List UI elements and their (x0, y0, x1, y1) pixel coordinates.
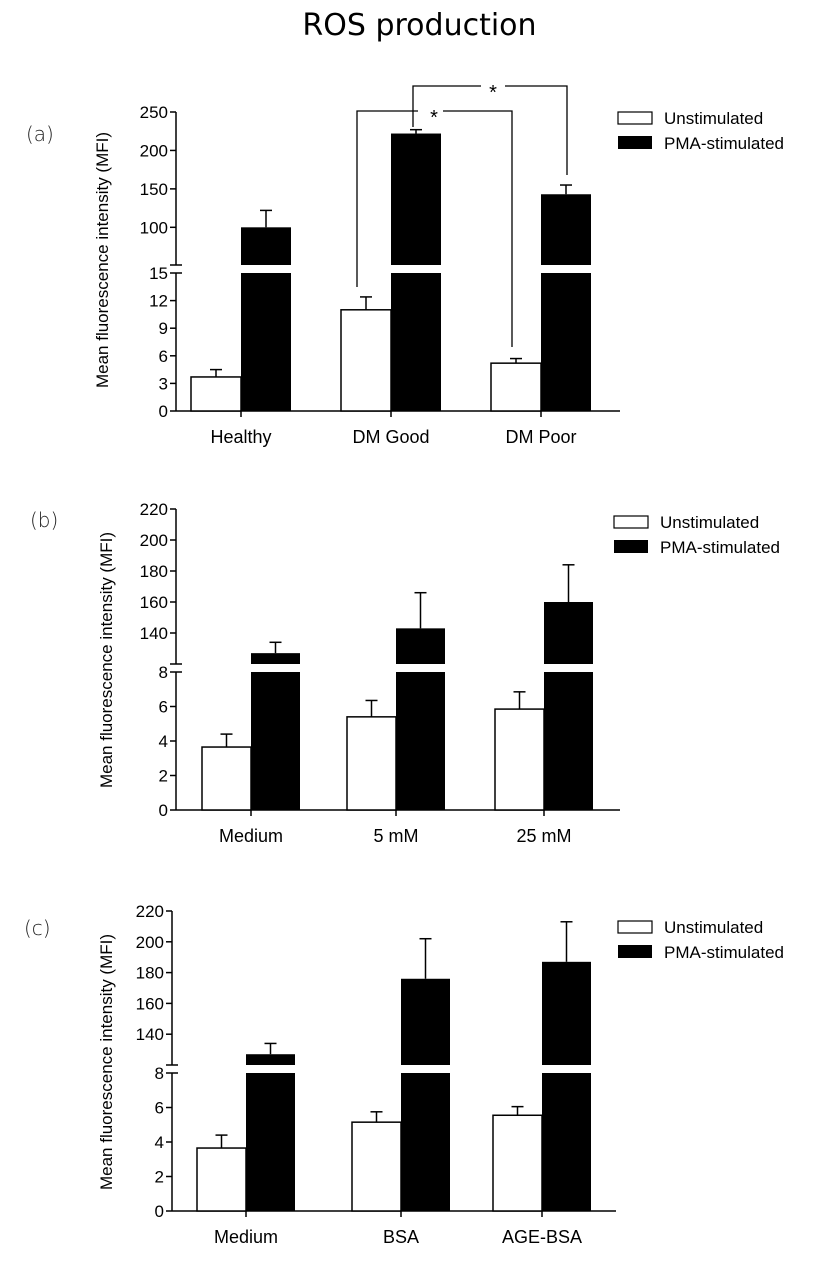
bar-pma-upper (401, 978, 450, 1065)
legend-label-pma: PMA-stimulated (664, 943, 784, 962)
legend-swatch-unstimulated (617, 111, 653, 125)
panel-a: 0 3 6 9 12 15 100 150 200 250 Mean fluorescence in… (93, 82, 784, 447)
x-tick-label: 25 mM (516, 826, 571, 846)
y-tick-label: 200 (136, 933, 164, 952)
y-tick-label: 0 (159, 801, 168, 820)
y-tick-label: 160 (140, 593, 168, 612)
bar-pma-upper (396, 628, 445, 664)
bar-pma-upper (541, 194, 591, 265)
y-tick-label: 140 (136, 1025, 164, 1044)
legend-swatch-pma (618, 945, 652, 958)
y-tick-label: 2 (155, 1168, 164, 1187)
y-tick-label: 2 (159, 767, 168, 786)
bar-unstimulated (201, 746, 252, 811)
y-tick-label: 150 (140, 180, 168, 199)
bar-pma-lower (544, 672, 593, 810)
bar-pma-upper (542, 961, 591, 1065)
x-tick-label: DM Poor (505, 427, 576, 447)
bar-pma-lower (246, 1073, 295, 1211)
y-tick-label: 140 (140, 624, 168, 643)
y-tick-label: 250 (140, 103, 168, 122)
y-tick-label: 4 (155, 1133, 164, 1152)
y-tick-label: 6 (159, 698, 168, 717)
panel-label-b: (b) (30, 508, 59, 532)
legend: Unstimulated PMA-stimulated (617, 918, 784, 962)
legend-label-unstimulated: Unstimulated (660, 513, 759, 532)
x-tick-label: Medium (219, 826, 283, 846)
y-tick-label: 200 (140, 531, 168, 550)
legend-swatch-pma (614, 540, 648, 553)
legend-label-unstimulated: Unstimulated (664, 109, 763, 128)
legend-swatch-unstimulated (613, 515, 649, 529)
y-tick-label: 180 (140, 562, 168, 581)
y-tick-label: 12 (149, 292, 168, 311)
y-tick-label: 160 (136, 994, 164, 1013)
y-tick-label: 3 (159, 374, 168, 393)
x-tick-label: AGE-BSA (502, 1227, 582, 1247)
y-tick-label: 9 (159, 319, 168, 338)
y-tick-label: 100 (140, 218, 168, 237)
y-tick-label: 0 (155, 1202, 164, 1221)
y-axis-label: Mean fluorescence intensity (MFI) (97, 532, 116, 788)
figure-title: ROS production (302, 8, 537, 43)
legend-label-unstimulated: Unstimulated (664, 918, 763, 937)
bar-pma-lower (542, 1073, 591, 1211)
y-tick-label: 220 (136, 902, 164, 921)
bar-unstimulated (351, 1121, 402, 1212)
bar-pma-lower (391, 273, 441, 411)
bar-pma-upper (544, 602, 593, 664)
legend-swatch-pma (618, 136, 652, 149)
y-tick-label: 6 (155, 1099, 164, 1118)
bar-pma-upper (251, 653, 300, 664)
y-tick-label: 15 (149, 264, 168, 283)
x-tick-label: Healthy (210, 427, 271, 447)
y-tick-label: 4 (159, 732, 168, 751)
bar-unstimulated (346, 716, 397, 811)
bar-pma-lower (541, 273, 591, 411)
panel-b: 0 2 4 6 8 140 160 180 200 220 Mean fluorescence in… (97, 500, 780, 846)
bar-pma-upper (246, 1054, 295, 1065)
legend: Unstimulated PMA-stimulated (617, 109, 784, 153)
bar-unstimulated (196, 1147, 247, 1212)
bar-unstimulated (494, 708, 545, 811)
y-axis-label: Mean fluorescence intensity (MFI) (97, 934, 116, 1190)
bar-pma-upper (241, 227, 291, 265)
x-tick-label: Medium (214, 1227, 278, 1247)
bar-pma-lower (401, 1073, 450, 1211)
panel-c: 0 2 4 6 8 140 160 180 200 220 Mean fluorescence in… (97, 902, 784, 1247)
legend-swatch-unstimulated (617, 920, 653, 934)
bar-unstimulated (490, 362, 542, 412)
bar-pma-lower (241, 273, 291, 411)
significance-annotations: ** (356, 82, 568, 347)
significance-bracket (356, 110, 513, 347)
y-tick-label: 6 (159, 347, 168, 366)
y-tick-label: 8 (155, 1064, 164, 1083)
legend-label-pma: PMA-stimulated (660, 538, 780, 557)
panel-label-a: (a) (26, 122, 54, 146)
bar-unstimulated (492, 1114, 543, 1212)
y-tick-label: 220 (140, 500, 168, 519)
y-tick-label: 200 (140, 141, 168, 160)
y-tick-label: 8 (159, 663, 168, 682)
y-tick-label: 0 (159, 402, 168, 421)
legend-label-pma: PMA-stimulated (664, 134, 784, 153)
bar-pma-upper (391, 133, 441, 265)
bar-unstimulated (340, 309, 392, 412)
bar-pma-lower (396, 672, 445, 810)
y-tick-label: 180 (136, 964, 164, 983)
x-tick-label: DM Good (352, 427, 429, 447)
significance-star: * (430, 107, 438, 129)
panel-label-c: (c) (24, 916, 51, 940)
bar-unstimulated (190, 376, 242, 412)
significance-bracket (412, 85, 568, 175)
x-tick-label: 5 mM (374, 826, 419, 846)
x-tick-label: BSA (383, 1227, 419, 1247)
bar-pma-lower (251, 672, 300, 810)
significance-star: * (489, 82, 497, 104)
legend: Unstimulated PMA-stimulated (613, 513, 780, 557)
y-axis-label: Mean fluorescence intensity (MFI) (93, 132, 112, 388)
